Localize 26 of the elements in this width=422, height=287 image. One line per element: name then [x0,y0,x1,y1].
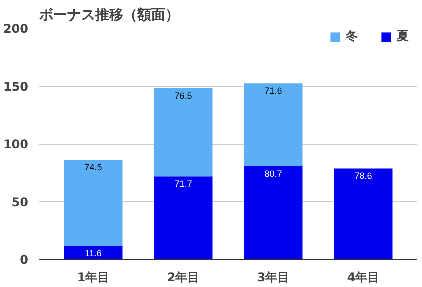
bar [244,166,303,260]
x-tick-label: 1年目 [77,270,110,284]
bar [64,160,123,246]
bar [154,176,213,260]
x-tick-label: 2年目 [167,270,200,284]
legend-label: 夏 [397,28,410,45]
y-tick-label: 100 [3,138,29,152]
x-tick-label: 4年目 [347,270,380,284]
chart-title: ボーナス推移（額面） [38,6,180,24]
y-tick-label: 0 [20,253,29,267]
data-label: 78.6 [354,171,372,182]
bar [244,84,303,166]
data-label: 11.6 [85,248,102,259]
bar [154,88,213,177]
data-label: 71.7 [174,179,192,190]
y-tick-label: 150 [3,80,29,94]
data-label: 76.5 [174,90,192,101]
data-label: 80.7 [264,168,282,179]
legend-label: 冬 [346,28,359,45]
data-label: 71.6 [264,86,282,96]
bar [64,246,123,260]
x-tick-label: 3年目 [257,270,290,284]
data-label: 74.5 [84,162,102,173]
y-tick-label: 50 [12,195,29,210]
y-tick-label: 200 [3,22,29,36]
bar [334,168,393,260]
